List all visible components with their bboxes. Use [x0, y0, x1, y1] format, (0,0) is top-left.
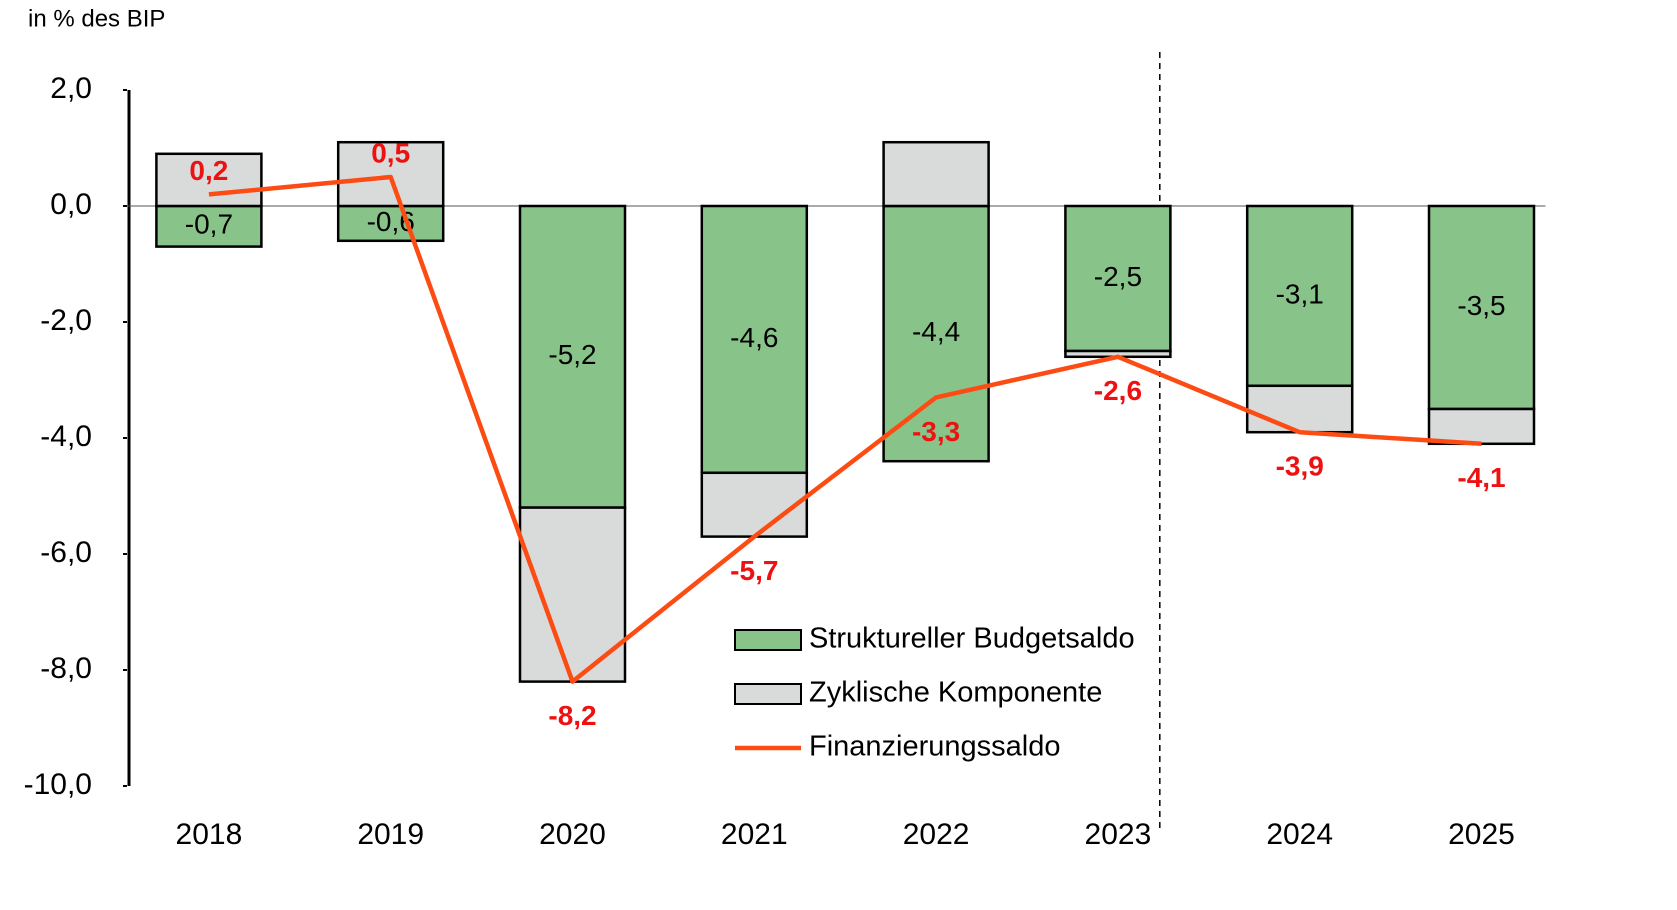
bar-value-label: -2,5: [1094, 261, 1142, 292]
bar-segment: [700, 204, 809, 475]
x-tick-label: 2024: [1266, 818, 1333, 851]
legend-label: Struktureller Budgetsaldo: [809, 623, 1135, 655]
line-value-label: -5,7: [730, 555, 778, 586]
bar-segment: [882, 204, 990, 463]
y-tick-label: -10,0: [24, 768, 92, 801]
line-value-label: -3,9: [1276, 451, 1324, 482]
x-tick-label: 2018: [176, 818, 243, 851]
bar-value-label: -3,5: [1457, 290, 1505, 321]
bar-value-label: -4,4: [912, 316, 960, 347]
y-tick-label: -4,0: [40, 420, 92, 453]
legend-label: Zyklische Komponente: [809, 677, 1102, 709]
bar-value-label: -4,6: [730, 322, 778, 353]
legend-label: Finanzierungssaldo: [809, 731, 1060, 763]
y-tick-label: 0,0: [50, 188, 92, 221]
x-tick-label: 2023: [1085, 818, 1152, 851]
legend-swatch: [734, 683, 802, 705]
x-tick-label: 2025: [1448, 818, 1515, 851]
bar-segment: [1427, 204, 1536, 411]
bar-segment: [518, 506, 627, 683]
bar-value-label: -3,1: [1276, 278, 1324, 309]
y-axis-label: in % des BIP: [28, 5, 165, 32]
bar-segment: [700, 471, 809, 538]
y-tick-label: 2,0: [50, 72, 92, 105]
bar-segment: [155, 152, 263, 208]
y-tick-label: -6,0: [40, 536, 92, 569]
legend-swatch: [734, 629, 802, 651]
bar-value-label: -5,2: [548, 339, 596, 370]
x-tick-label: 2021: [721, 818, 788, 851]
bar-segment: [1245, 204, 1354, 388]
line-value-label: -2,6: [1094, 375, 1142, 406]
line-value-label: -3,3: [912, 416, 960, 447]
bar-segment: [1427, 407, 1536, 446]
y-tick-label: -8,0: [40, 652, 92, 685]
line-value-label: -8,2: [548, 700, 596, 731]
bar-segment: [336, 140, 445, 208]
line-value-label: 0,2: [189, 155, 228, 186]
y-tick-label: -2,0: [40, 304, 92, 337]
line-value-label: -4,1: [1457, 462, 1505, 493]
line-series: [208, 174, 1482, 684]
bar-segment: [1245, 384, 1354, 434]
bar-segment: [882, 140, 990, 208]
bar-segment: [518, 204, 627, 509]
x-tick-label: 2019: [357, 818, 424, 851]
bar-value-label: -0,7: [185, 209, 233, 240]
x-tick-label: 2022: [903, 818, 970, 851]
bar-segment: [155, 204, 263, 248]
x-tick-label: 2020: [539, 818, 606, 851]
line-value-label: 0,5: [371, 137, 410, 168]
